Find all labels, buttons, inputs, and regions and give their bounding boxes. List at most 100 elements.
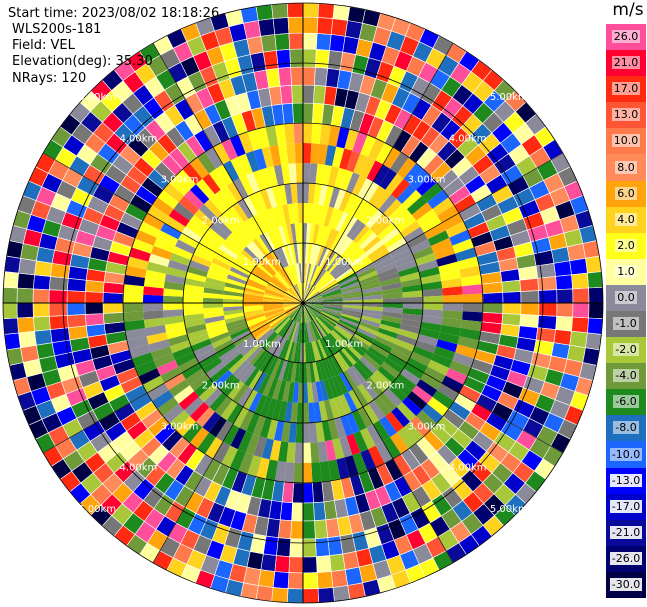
velocity-cell xyxy=(357,383,374,404)
velocity-cell xyxy=(232,202,249,223)
velocity-cell xyxy=(315,245,325,266)
colorbar-tick-label: -2.0 xyxy=(613,343,639,357)
velocity-cell xyxy=(3,317,19,335)
velocity-cell xyxy=(537,276,558,291)
colorbar-tick-label: 6.0 xyxy=(615,186,637,200)
velocity-cell xyxy=(271,276,289,291)
velocity-cell xyxy=(273,164,285,186)
velocity-cell xyxy=(303,303,322,311)
velocity-cell xyxy=(343,392,358,413)
velocity-cell xyxy=(286,588,304,604)
velocity-cell xyxy=(290,342,297,363)
velocity-cell xyxy=(249,273,269,285)
velocity-cell xyxy=(352,452,368,475)
velocity-cell xyxy=(296,322,301,343)
velocity-cell xyxy=(283,299,303,303)
velocity-cell xyxy=(181,226,203,243)
velocity-cell xyxy=(318,225,328,246)
velocity-cell xyxy=(342,305,363,310)
range-label: 2.00km xyxy=(202,216,240,227)
velocity-cell xyxy=(400,220,421,238)
velocity-cell xyxy=(394,338,415,352)
velocity-cell xyxy=(282,381,291,402)
velocity-cell xyxy=(420,373,442,391)
velocity-cell xyxy=(184,278,206,288)
velocity-cell xyxy=(281,268,293,287)
velocity-cell xyxy=(263,296,284,301)
velocity-cell xyxy=(457,256,480,270)
velocity-cell xyxy=(320,311,340,322)
velocity-cell xyxy=(355,263,375,276)
velocity-cell xyxy=(279,319,293,337)
range-label: 5.00km xyxy=(490,92,528,103)
velocity-cell xyxy=(224,312,245,320)
velocity-cell xyxy=(331,329,348,346)
velocity-cell xyxy=(303,303,319,317)
velocity-cell xyxy=(272,379,283,400)
colorbar-tick-label: -10.0 xyxy=(609,447,643,461)
velocity-cell xyxy=(303,163,311,184)
velocity-cell xyxy=(131,238,154,254)
velocity-cell xyxy=(462,311,483,322)
velocity-cell xyxy=(266,166,279,188)
velocity-cell xyxy=(343,370,358,390)
velocity-cell xyxy=(222,298,244,303)
velocity-cell xyxy=(396,214,417,233)
velocity-cell xyxy=(243,303,264,307)
velocity-cell xyxy=(324,145,337,167)
velocity-cell xyxy=(303,382,309,404)
velocity-cell xyxy=(248,392,263,413)
velocity-cell xyxy=(252,324,271,339)
velocity-cell xyxy=(306,362,312,383)
velocity-cell xyxy=(221,138,238,161)
velocity-cell xyxy=(259,353,273,373)
velocity-cell xyxy=(156,359,179,376)
velocity-cell xyxy=(50,327,71,344)
velocity-cell xyxy=(347,340,366,357)
velocity-cell xyxy=(282,204,291,225)
velocity-cell xyxy=(290,362,297,383)
velocity-cell xyxy=(209,168,227,190)
velocity-cell xyxy=(309,265,318,285)
velocity-cell xyxy=(297,202,303,224)
velocity-cell xyxy=(347,249,366,266)
velocity-cell xyxy=(276,537,291,558)
velocity-cell xyxy=(145,324,167,337)
velocity-cell xyxy=(338,275,358,287)
velocity-cell xyxy=(309,321,318,341)
velocity-cell xyxy=(303,295,322,303)
velocity-cell xyxy=(302,66,316,86)
velocity-cell xyxy=(319,461,332,482)
velocity-cell xyxy=(319,313,337,327)
velocity-cell xyxy=(272,206,283,227)
velocity-cell xyxy=(335,324,354,339)
velocity-cell xyxy=(216,248,236,263)
velocity-cell xyxy=(277,66,292,87)
velocity-cell xyxy=(299,243,303,264)
velocity-cell xyxy=(363,181,380,203)
velocity-cell xyxy=(538,289,558,304)
velocity-cell xyxy=(290,264,298,284)
velocity-cell xyxy=(247,317,267,328)
velocity-cell xyxy=(305,342,310,363)
velocity-cell xyxy=(309,163,318,184)
velocity-cell xyxy=(193,248,214,263)
velocity-cell xyxy=(307,322,314,343)
velocity-cell xyxy=(270,251,283,270)
velocity-cell xyxy=(418,327,440,340)
velocity-cell xyxy=(336,457,350,480)
velocity-cell xyxy=(382,292,403,299)
velocity-cell xyxy=(294,362,300,383)
velocity-cell xyxy=(32,288,50,304)
velocity-cell xyxy=(556,302,574,318)
velocity-cell xyxy=(461,319,482,332)
velocity-cell xyxy=(389,348,410,363)
velocity-cell xyxy=(311,341,319,362)
velocity-cell xyxy=(303,462,313,484)
velocity-cell xyxy=(335,235,350,255)
velocity-cell xyxy=(35,342,55,360)
velocity-cell xyxy=(189,427,209,449)
velocity-cell xyxy=(199,383,219,402)
velocity-cell xyxy=(243,246,261,263)
velocity-cell xyxy=(66,290,86,304)
